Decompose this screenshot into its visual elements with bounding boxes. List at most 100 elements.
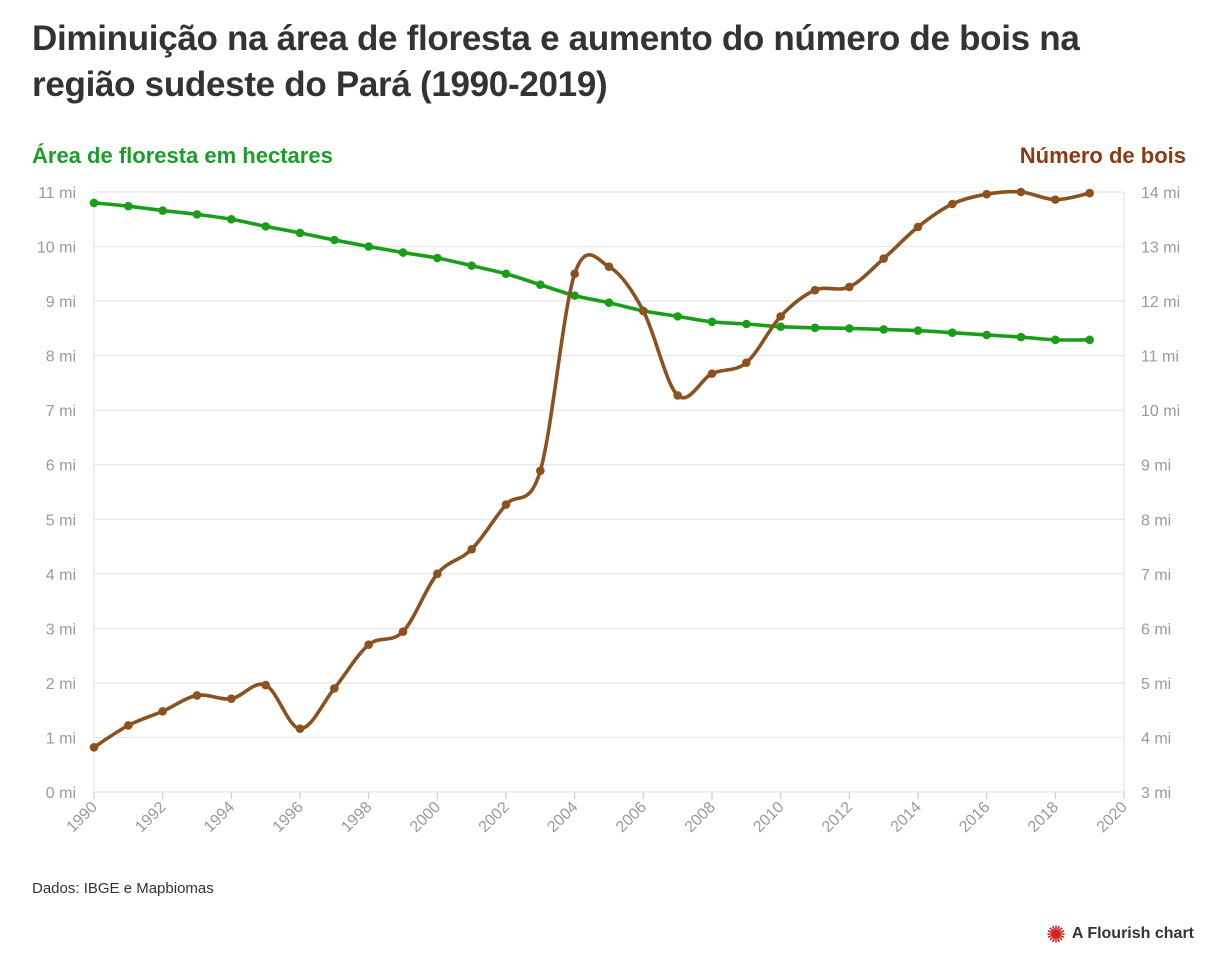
cattle-point-2013 <box>879 254 888 263</box>
cattle-point-2003 <box>536 466 545 476</box>
x-tick-label: 2008 <box>682 799 719 836</box>
cattle-line <box>92 189 1092 750</box>
forest-point-2016 <box>982 330 991 340</box>
forest-point-2011 <box>810 323 820 333</box>
left-tick-label: 1 mi <box>46 730 76 747</box>
right-tick-label: 12 mi <box>1141 294 1180 311</box>
cattle-point-2008 <box>707 369 717 378</box>
left-axis-title: Área de floresta em hectares <box>32 143 333 168</box>
left-tick-label: 9 mi <box>46 294 76 311</box>
right-tick-label: 11 mi <box>1141 349 1179 366</box>
forest-point-2013 <box>879 325 888 334</box>
source-note: Dados: IBGE e Mapbiomas <box>32 880 214 897</box>
cattle-point-2018 <box>1051 195 1060 204</box>
forest-point-1992 <box>158 206 167 215</box>
x-tick-label: 1998 <box>338 799 375 836</box>
cattle-point-2017 <box>1016 187 1026 197</box>
x-tick-label: 2006 <box>613 799 650 836</box>
x-tick-label: 2002 <box>476 799 513 836</box>
cattle-point-1995 <box>261 680 270 690</box>
x-tick-label: 2020 <box>1094 799 1131 836</box>
forest-point-2007 <box>673 312 682 321</box>
cattle-point-2010 <box>776 312 785 321</box>
x-tick-label: 2004 <box>544 799 581 836</box>
series-forest <box>89 198 1094 345</box>
cattle-point-2001 <box>467 544 476 554</box>
x-tick-label: 2010 <box>750 799 787 836</box>
forest-point-1996 <box>295 228 305 238</box>
series-layer <box>89 187 1094 752</box>
x-axis-ticks: 1990 1992 1994 1996 1998 2000 2002 2004 2006 2008… <box>64 792 1131 836</box>
cattle-point-2012 <box>845 282 854 292</box>
right-axis-ticks: 3 mi 4 mi 5 mi 6 mi 7 mi 8 mi 9 mi 10 mi 11 mi 12… <box>1141 185 1180 802</box>
right-tick-label: 7 mi <box>1141 567 1171 584</box>
cattle-point-1991 <box>124 721 133 730</box>
forest-point-2014 <box>913 326 923 335</box>
x-tick-label: 1992 <box>132 799 169 836</box>
right-tick-label: 8 mi <box>1141 512 1171 529</box>
left-tick-label: 2 mi <box>46 676 76 693</box>
left-tick-label: 7 mi <box>46 403 76 420</box>
flourish-credit[interactable]: A Flourish chart <box>1046 924 1194 944</box>
cattle-point-2014 <box>913 222 923 232</box>
right-tick-label: 6 mi <box>1141 621 1171 638</box>
cattle-point-1994 <box>227 694 236 704</box>
forest-point-2001 <box>467 261 476 270</box>
cattle-point-2002 <box>501 500 511 509</box>
cattle-point-1990 <box>89 742 99 752</box>
right-tick-label: 4 mi <box>1141 730 1171 747</box>
right-tick-label: 14 mi <box>1141 185 1180 202</box>
cattle-point-2005 <box>604 262 614 272</box>
forest-point-1993 <box>192 210 202 219</box>
forest-point-2012 <box>845 324 854 333</box>
cattle-point-2000 <box>433 569 442 579</box>
x-tick-label: 2000 <box>407 799 444 836</box>
cattle-point-2019 <box>1085 188 1094 198</box>
left-tick-label: 3 mi <box>46 621 76 638</box>
x-tick-label: 1990 <box>64 799 101 836</box>
cattle-point-1996 <box>295 724 305 734</box>
forest-point-2004 <box>570 291 579 300</box>
cattle-point-2015 <box>948 199 957 209</box>
forest-point-1990 <box>89 198 99 208</box>
flourish-logo-icon <box>1047 925 1065 943</box>
left-tick-label: 4 mi <box>46 567 76 584</box>
series-cattle <box>89 187 1094 752</box>
forest-point-1999 <box>398 248 408 257</box>
x-tick-label: 2018 <box>1025 799 1062 836</box>
forest-point-2002 <box>501 269 511 279</box>
forest-point-2009 <box>742 319 751 329</box>
cattle-point-2016 <box>982 189 991 199</box>
forest-point-1991 <box>124 201 133 211</box>
left-tick-label: 10 mi <box>37 240 76 257</box>
right-tick-label: 9 mi <box>1141 458 1171 475</box>
forest-point-2019 <box>1085 335 1094 345</box>
forest-point-1998 <box>364 242 373 251</box>
right-tick-label: 3 mi <box>1141 785 1171 802</box>
cattle-point-1992 <box>158 706 167 716</box>
forest-point-2010 <box>776 322 785 332</box>
right-tick-label: 5 mi <box>1141 676 1171 693</box>
right-tick-label: 10 mi <box>1141 403 1180 420</box>
forest-point-1995 <box>261 222 270 231</box>
x-tick-label: 1996 <box>270 799 307 836</box>
forest-point-2015 <box>948 328 957 338</box>
cattle-point-1997 <box>330 684 339 693</box>
cattle-point-1999 <box>398 627 408 636</box>
chart-title: Diminuição na área de floresta e aumento… <box>32 19 1080 104</box>
forest-point-2008 <box>707 317 717 327</box>
gridlines <box>93 191 1125 793</box>
x-tick-label: 2016 <box>956 799 993 836</box>
cattle-point-2006 <box>639 306 648 316</box>
forest-point-2018 <box>1051 335 1060 345</box>
cattle-point-2007 <box>673 391 682 400</box>
cattle-point-2009 <box>742 358 751 368</box>
forest-point-2000 <box>433 253 442 263</box>
forest-point-1994 <box>227 214 236 224</box>
credit-text: A Flourish chart <box>1071 925 1194 942</box>
cattle-point-2011 <box>810 285 820 295</box>
left-tick-label: 0 mi <box>46 785 76 802</box>
forest-line <box>92 201 1092 342</box>
forest-point-2005 <box>604 298 614 308</box>
